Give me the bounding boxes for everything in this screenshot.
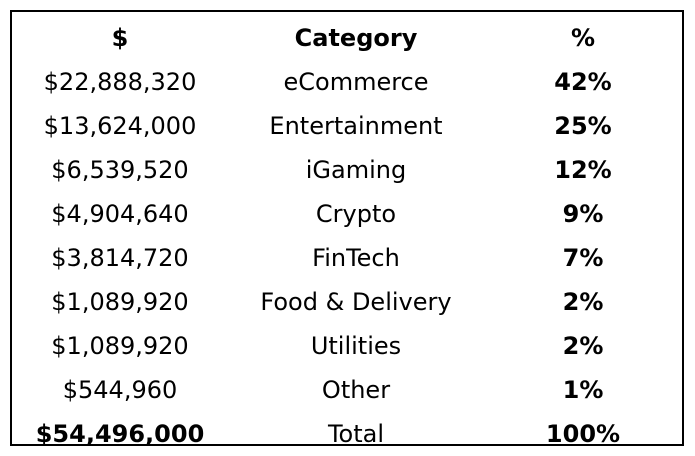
percent-cell: 2% [562, 332, 604, 360]
header-category: Category [294, 24, 418, 52]
amount-cell: $1,089,920 [51, 332, 189, 360]
total-amount-cell: $54,496,000 [35, 420, 205, 448]
table-row: $544,960 Other 1% [12, 368, 682, 412]
total-percent-cell: 100% [545, 420, 621, 448]
table-row: $6,539,520 iGaming 12% [12, 148, 682, 192]
table-row: $1,089,920 Utilities 2% [12, 324, 682, 368]
percent-cell: 2% [562, 288, 604, 316]
percent-cell: 7% [562, 244, 604, 272]
header-row: $ Category % [12, 16, 682, 60]
percent-cell: 1% [562, 376, 604, 404]
category-cell: Food & Delivery [260, 288, 452, 316]
category-spend-table: $ Category % $22,888,320 eCommerce 42% $… [12, 16, 682, 456]
percent-cell: 12% [554, 156, 612, 184]
amount-cell: $4,904,640 [51, 200, 189, 228]
table-row: $22,888,320 eCommerce 42% [12, 60, 682, 104]
table-row: $1,089,920 Food & Delivery 2% [12, 280, 682, 324]
table-row: $13,624,000 Entertainment 25% [12, 104, 682, 148]
table-frame: $ Category % $22,888,320 eCommerce 42% $… [10, 10, 684, 448]
category-cell: Utilities [310, 332, 402, 360]
amount-cell: $13,624,000 [43, 112, 197, 140]
total-row: $54,496,000 Total 100% [12, 412, 682, 456]
amount-cell: $544,960 [62, 376, 178, 404]
percent-cell: 9% [562, 200, 604, 228]
header-amount: $ [111, 24, 129, 52]
amount-cell: $22,888,320 [43, 68, 197, 96]
percent-cell: 25% [554, 112, 612, 140]
percent-cell: 42% [554, 68, 612, 96]
category-cell: iGaming [305, 156, 407, 184]
category-cell: Entertainment [269, 112, 443, 140]
total-label-cell: Total [327, 420, 385, 448]
table-row: $4,904,640 Crypto 9% [12, 192, 682, 236]
amount-cell: $3,814,720 [51, 244, 189, 272]
table-row: $3,814,720 FinTech 7% [12, 236, 682, 280]
category-cell: FinTech [312, 244, 400, 272]
category-cell: eCommerce [283, 68, 429, 96]
amount-cell: $6,539,520 [51, 156, 189, 184]
amount-cell: $1,089,920 [51, 288, 189, 316]
header-percent: % [570, 24, 596, 52]
category-cell: Crypto [315, 200, 397, 228]
category-cell: Other [321, 376, 391, 404]
